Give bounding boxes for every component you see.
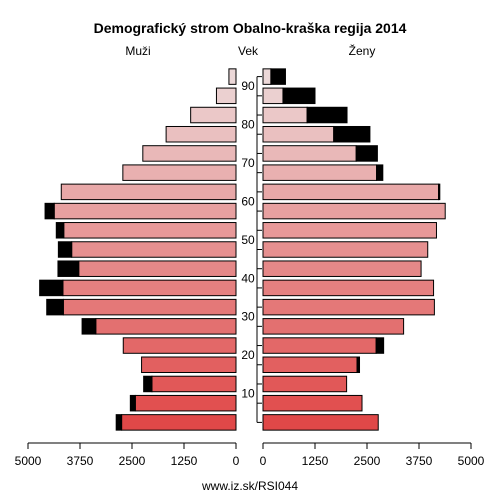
- age-tick-label: 50: [241, 233, 255, 247]
- age-tick-label: 90: [241, 79, 255, 93]
- male-excess-0-4: [115, 414, 123, 431]
- female-excess-90+: [270, 68, 286, 85]
- female-excess-85-89: [282, 87, 316, 105]
- footer-url[interactable]: www.iz.sk/RSI044: [201, 479, 298, 493]
- age-tick-label: 10: [241, 387, 255, 401]
- center-label: Vek: [238, 44, 259, 58]
- male-bar-40-44: [78, 260, 237, 277]
- female-bar-10-14: [262, 375, 348, 393]
- left-x-tick-label: 0: [233, 454, 240, 468]
- male-excess-50-54: [55, 222, 65, 239]
- male-bar-55-59: [53, 202, 237, 220]
- male-bar-45-49: [71, 241, 237, 258]
- female-bar-60-64: [262, 183, 440, 201]
- female-bar-55-59: [262, 202, 446, 220]
- right-x-tick-label: 5000: [458, 454, 485, 468]
- male-excess-10-14: [143, 375, 153, 393]
- bars-layer: [39, 68, 446, 431]
- male-bar-80-84: [190, 106, 237, 124]
- female-bar-40-44: [262, 260, 422, 277]
- male-excess-25-29: [81, 318, 97, 335]
- female-bar-70-74: [262, 145, 357, 162]
- female-bar-20-24: [262, 337, 377, 354]
- female-bar-65-69: [262, 164, 378, 181]
- male-bar-10-14: [151, 375, 237, 393]
- age-tick-label: 70: [241, 156, 255, 170]
- female-excess-20-24: [375, 337, 385, 354]
- male-excess-5-9: [129, 394, 136, 412]
- female-bar-90+: [262, 68, 272, 85]
- male-bar-65-69: [122, 164, 237, 181]
- female-bar-15-19: [262, 356, 358, 374]
- male-bar-50-54: [63, 222, 237, 239]
- female-bar-30-34: [262, 298, 435, 316]
- male-bar-60-64: [60, 183, 237, 201]
- female-bar-75-79: [262, 125, 335, 143]
- age-tick-label: 30: [241, 310, 255, 324]
- female-bar-80-84: [262, 106, 308, 124]
- female-bar-35-39: [262, 279, 435, 297]
- female-excess-70-74: [355, 145, 378, 162]
- male-bar-35-39: [62, 279, 237, 297]
- male-bar-20-24: [122, 337, 237, 354]
- left-x-tick-label: 2500: [119, 454, 146, 468]
- chart-title: Demografický strom Obalno-kraška regija …: [94, 20, 407, 36]
- female-excess-60-64: [438, 183, 441, 201]
- left-label: Muži: [125, 44, 150, 58]
- female-bar-50-54: [262, 222, 437, 239]
- female-excess-65-69: [376, 164, 384, 181]
- male-excess-35-39: [39, 279, 64, 297]
- male-bar-0-4: [121, 414, 237, 431]
- right-label: Ženy: [349, 43, 376, 58]
- female-excess-15-19: [356, 356, 361, 374]
- female-bar-25-29: [262, 318, 405, 335]
- right-x-tick-label: 1250: [302, 454, 329, 468]
- age-tick-label: 80: [241, 118, 255, 132]
- male-excess-30-34: [46, 298, 64, 316]
- female-excess-75-79: [333, 125, 371, 143]
- age-tick-label: 20: [241, 348, 255, 362]
- male-bar-85-89: [215, 87, 237, 105]
- female-excess-80-84: [306, 106, 348, 124]
- male-bar-70-74: [142, 145, 237, 162]
- male-bar-75-79: [165, 125, 237, 143]
- male-excess-40-44: [57, 260, 80, 277]
- male-excess-55-59: [44, 202, 55, 220]
- left-x-tick-label: 1250: [171, 454, 198, 468]
- right-x-tick-label: 3750: [406, 454, 433, 468]
- male-bar-30-34: [62, 298, 237, 316]
- right-x-tick-label: 2500: [354, 454, 381, 468]
- left-x-tick-label: 3750: [67, 454, 94, 468]
- male-bar-25-29: [95, 318, 237, 335]
- female-bar-85-89: [262, 87, 284, 105]
- female-bar-45-49: [262, 241, 429, 258]
- left-x-tick-label: 5000: [15, 454, 42, 468]
- male-excess-45-49: [57, 241, 73, 258]
- male-bar-15-19: [141, 356, 237, 374]
- male-bar-5-9: [134, 394, 237, 412]
- axes-layer: 5000 3750 2500 1250 0 0 1250 2500 3750 5000 10 20 30…: [15, 76, 485, 468]
- right-x-tick-label: 0: [260, 454, 267, 468]
- female-bar-5-9: [262, 394, 363, 412]
- male-bar-90+: [228, 68, 237, 85]
- age-tick-label: 60: [241, 194, 255, 208]
- female-bar-0-4: [262, 414, 379, 431]
- age-tick-label: 40: [241, 271, 255, 285]
